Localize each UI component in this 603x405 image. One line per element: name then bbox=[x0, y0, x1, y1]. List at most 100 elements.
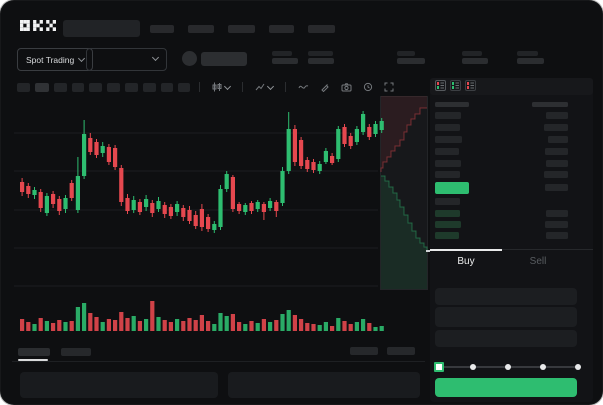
amount-slider[interactable] bbox=[434, 361, 582, 373]
bid-amount-placeholder bbox=[546, 210, 568, 217]
ask-amount-placeholder bbox=[546, 160, 568, 167]
orderbook-asks-icon[interactable] bbox=[465, 78, 476, 96]
order-book-panel: Buy Sell bbox=[430, 78, 593, 402]
last-price-placeholder bbox=[201, 52, 247, 66]
slider-handle[interactable] bbox=[434, 362, 444, 372]
bid-price-placeholder bbox=[435, 232, 459, 239]
camera-icon bbox=[341, 83, 352, 92]
slider-stop[interactable] bbox=[470, 364, 476, 370]
orderbook-header-price bbox=[435, 102, 469, 107]
stat-label-placeholder bbox=[462, 51, 482, 56]
pair-coin-icon bbox=[182, 51, 197, 66]
search-input[interactable] bbox=[63, 20, 140, 37]
fullscreen-icon bbox=[384, 82, 394, 92]
interval-button[interactable] bbox=[107, 82, 120, 92]
indicators-button[interactable] bbox=[298, 82, 309, 92]
orderbook-combined-icon[interactable] bbox=[435, 78, 446, 96]
bottom-action-placeholder[interactable] bbox=[350, 347, 378, 355]
bid-price-placeholder bbox=[435, 210, 460, 217]
bid-price-placeholder bbox=[435, 198, 460, 205]
interval-buttons bbox=[17, 82, 190, 92]
ask-amount-placeholder bbox=[548, 136, 568, 143]
orderbook-view-toolbar bbox=[430, 78, 593, 95]
fullscreen-button[interactable] bbox=[384, 82, 394, 92]
ask-price-placeholder bbox=[435, 160, 461, 167]
price-chart[interactable] bbox=[12, 96, 430, 335]
interval-button[interactable] bbox=[72, 82, 84, 92]
bottom-tabs bbox=[12, 344, 425, 362]
nav-item-placeholder[interactable] bbox=[188, 25, 214, 33]
bottom-action-placeholder[interactable] bbox=[387, 347, 415, 355]
stat-value-placeholder bbox=[517, 58, 544, 64]
draw-button[interactable] bbox=[320, 82, 330, 92]
chevron-down-icon bbox=[78, 54, 86, 63]
interval-button[interactable] bbox=[35, 82, 49, 92]
stat-label-placeholder bbox=[397, 51, 415, 56]
toolbar-divider bbox=[242, 82, 243, 92]
interval-button[interactable] bbox=[143, 82, 156, 92]
interval-button[interactable] bbox=[54, 82, 67, 92]
chart-toolbar bbox=[17, 81, 397, 93]
toolbar-divider bbox=[199, 82, 200, 92]
market-stat-placeholder bbox=[517, 51, 544, 64]
market-stat-placeholder bbox=[308, 51, 334, 64]
interval-button[interactable] bbox=[89, 82, 102, 92]
orderbook-bids-icon[interactable] bbox=[450, 78, 461, 96]
slider-stop[interactable] bbox=[505, 364, 511, 370]
ask-amount-placeholder bbox=[545, 148, 568, 155]
interval-button[interactable] bbox=[125, 82, 138, 92]
ask-price-placeholder bbox=[435, 136, 462, 143]
nav-item-placeholder[interactable] bbox=[308, 25, 335, 33]
nav-item-placeholder[interactable] bbox=[269, 25, 294, 33]
active-tab-indicator bbox=[18, 359, 48, 361]
stat-label-placeholder bbox=[517, 51, 538, 56]
tab-sell[interactable]: Sell bbox=[529, 256, 547, 267]
candle-interval-dropdown[interactable] bbox=[212, 82, 232, 92]
market-type-dropdown[interactable]: Spot Trading bbox=[17, 48, 94, 71]
ask-amount-placeholder bbox=[546, 112, 568, 119]
interval-button[interactable] bbox=[178, 82, 190, 92]
trade-input-field[interactable] bbox=[435, 288, 577, 305]
trade-input-field[interactable] bbox=[435, 307, 577, 327]
okx-logo bbox=[20, 20, 56, 31]
market-stats-row bbox=[272, 51, 572, 67]
interval-button[interactable] bbox=[17, 82, 30, 92]
nav-item-placeholder[interactable] bbox=[150, 25, 174, 33]
bid-amount-placeholder bbox=[546, 232, 568, 239]
chevron-down-icon bbox=[151, 53, 160, 62]
market-type-label: Spot Trading bbox=[26, 54, 75, 65]
ask-amount-placeholder bbox=[544, 171, 568, 178]
slider-stop[interactable] bbox=[575, 364, 581, 370]
orders-panel-placeholder bbox=[20, 372, 218, 398]
tab-buy[interactable]: Buy bbox=[430, 249, 502, 272]
trade-input-field[interactable] bbox=[435, 330, 577, 347]
chevron-down-icon bbox=[266, 82, 275, 90]
buy-submit-button[interactable] bbox=[435, 378, 577, 397]
pencil-icon bbox=[321, 84, 329, 92]
orders-panel-placeholder bbox=[228, 372, 420, 398]
stat-value-placeholder bbox=[397, 58, 425, 64]
top-nav bbox=[150, 25, 335, 33]
market-stat-placeholder bbox=[272, 51, 298, 64]
ask-amount-placeholder bbox=[544, 124, 568, 131]
orderbook-header-amount bbox=[532, 102, 568, 107]
interval-button[interactable] bbox=[161, 82, 173, 92]
last-price-highlight[interactable] bbox=[435, 182, 469, 194]
slider-stop[interactable] bbox=[540, 364, 546, 370]
toolbar-divider bbox=[285, 82, 286, 92]
bottom-tab[interactable] bbox=[61, 348, 91, 356]
bottom-tab-active[interactable] bbox=[18, 348, 50, 356]
history-button[interactable] bbox=[363, 82, 373, 92]
divider bbox=[12, 361, 425, 362]
screenshot-button[interactable] bbox=[341, 82, 352, 92]
candle-icon bbox=[212, 82, 222, 92]
pair-select[interactable] bbox=[86, 48, 167, 71]
stat-label-placeholder bbox=[272, 51, 292, 56]
market-stat-placeholder bbox=[462, 51, 488, 64]
nav-item-placeholder[interactable] bbox=[228, 25, 255, 33]
stat-value-placeholder bbox=[308, 58, 334, 64]
chart-type-dropdown[interactable] bbox=[255, 82, 275, 92]
stat-value-placeholder bbox=[462, 58, 488, 64]
